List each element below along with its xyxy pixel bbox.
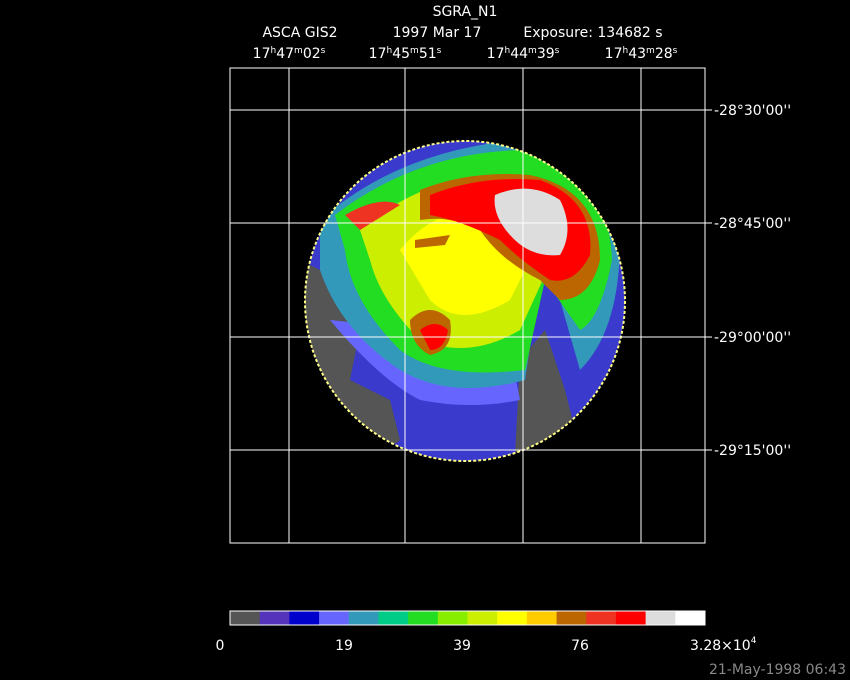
exposure: Exposure: 134682 s	[523, 25, 662, 41]
frame	[229, 67, 706, 544]
sky-image	[305, 141, 625, 461]
ra-value: 51	[419, 46, 437, 62]
ra-value: 45	[392, 46, 410, 62]
image-edge	[304, 140, 626, 462]
colorbar-segment	[615, 611, 647, 625]
ra-unit: m	[646, 46, 655, 56]
colorbar-segment	[230, 611, 261, 625]
ra-unit: s	[321, 46, 326, 56]
ra-value: 17	[605, 46, 623, 62]
colorbar-label: 0	[216, 638, 225, 654]
colorbar-segment	[497, 611, 528, 625]
ra-unit: s	[673, 46, 678, 56]
colorbar	[230, 611, 706, 625]
colorbar-frame	[229, 610, 706, 626]
dec-label: -29°00'00''	[714, 330, 791, 346]
colorbar-segment	[556, 611, 587, 625]
ra-value: 17	[253, 46, 271, 62]
colorbar-segment	[467, 611, 498, 625]
ra-label: 17h47m02s	[253, 46, 326, 62]
ra-value: 44	[510, 46, 528, 62]
colorbar-label: 39	[453, 638, 471, 654]
instrument: ASCA GIS2	[262, 25, 337, 41]
coordinate-grid	[230, 68, 705, 543]
timestamp: 21-May-1998 06:43	[709, 662, 846, 678]
colorbar-segment	[645, 611, 676, 625]
ra-value: 39	[537, 46, 555, 62]
ra-value: 28	[655, 46, 673, 62]
ra-value: 02	[303, 46, 321, 62]
ra-unit: m	[528, 46, 537, 56]
colorbar-label: 76	[571, 638, 589, 654]
ra-unit: s	[437, 46, 442, 56]
dec-label: -28°30'00''	[714, 103, 791, 119]
ra-value: 47	[276, 46, 294, 62]
ra-unit: h	[622, 46, 628, 56]
colorbar-segment	[586, 611, 617, 625]
ra-unit: s	[555, 46, 560, 56]
ra-label: 17h44m39s	[487, 46, 560, 62]
dec-label: -28°45'00''	[714, 216, 791, 232]
colorbar-segment	[526, 611, 558, 625]
ra-value: 17	[487, 46, 505, 62]
colorbar-segment	[378, 611, 409, 625]
colorbar-segment	[437, 611, 468, 625]
ra-unit: h	[270, 46, 276, 56]
colorbar-max-label: 3.28×104	[690, 636, 757, 654]
ra-label: 17h45m51s	[369, 46, 442, 62]
colorbar-segment	[319, 611, 350, 625]
ra-value: 17	[369, 46, 387, 62]
colorbar-segment	[259, 611, 290, 625]
ra-label: 17h43m28s	[605, 46, 678, 62]
colorbar-segment	[408, 611, 439, 625]
mantissa: 3.28×10	[690, 638, 751, 654]
colorbar-segment	[348, 611, 379, 625]
ra-unit: h	[386, 46, 392, 56]
dec-label: -29°15'00''	[714, 443, 791, 459]
colorbar-segment	[675, 611, 706, 625]
ra-unit: m	[294, 46, 303, 56]
obs-date: 1997 Mar 17	[393, 25, 482, 41]
ra-unit: h	[504, 46, 510, 56]
ra-unit: m	[410, 46, 419, 56]
colorbar-segment	[289, 611, 320, 625]
exponent: 4	[751, 636, 757, 646]
ra-value: 43	[628, 46, 646, 62]
title: SGRA_N1	[433, 4, 498, 20]
colorbar-label: 19	[335, 638, 353, 654]
